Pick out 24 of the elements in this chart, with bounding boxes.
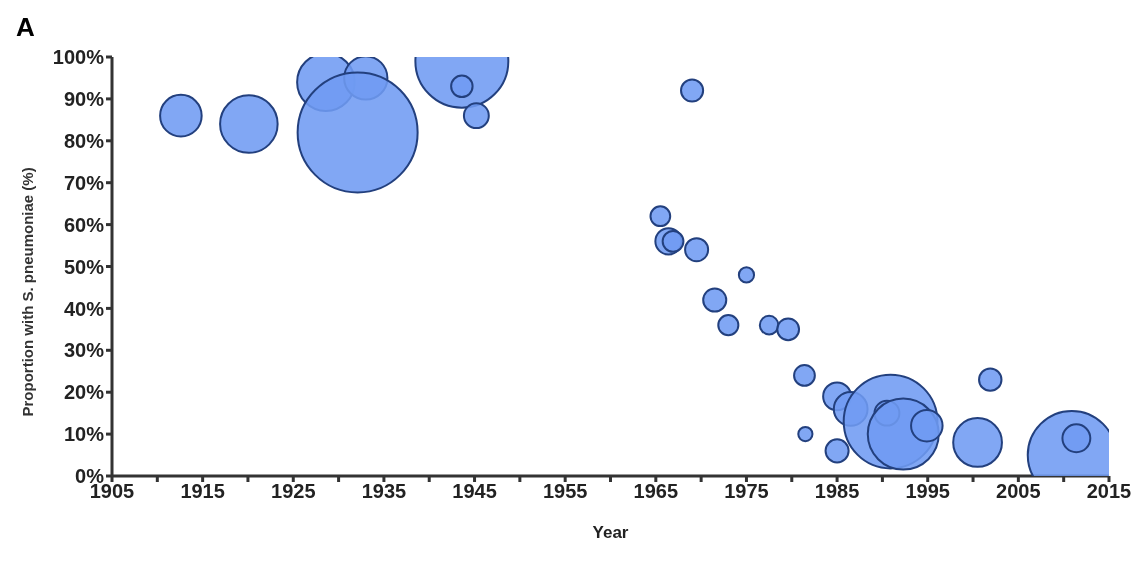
x-tick-label: 1935 (361, 480, 407, 503)
x-tick-label: 1995 (905, 480, 950, 503)
x-tick-label: 1955 (542, 480, 588, 503)
y-tick-label: 70% (63, 171, 105, 194)
x-tick-label: 2005 (996, 480, 1041, 503)
x-tick-label: 1975 (724, 480, 769, 503)
y-tick-label: 50% (63, 255, 105, 278)
y-tick-label: 100% (52, 46, 105, 69)
y-tick-label: 30% (63, 339, 105, 362)
y-tick-label: 20% (63, 381, 105, 404)
x-tick-label: 1925 (271, 480, 316, 503)
x-tick-label: 2015 (1086, 480, 1132, 503)
y-tick-label: 10% (63, 423, 105, 446)
x-tick-label: 1945 (452, 480, 497, 503)
x-tick-label: 1915 (180, 480, 225, 503)
x-axis-title: Year (592, 523, 629, 542)
y-tick-label: 90% (63, 88, 105, 110)
x-tick-label: 1965 (633, 480, 679, 503)
text: A (16, 12, 35, 43)
y-tick-label: 80% (63, 129, 105, 152)
x-tick-label: 1985 (814, 480, 860, 503)
y-tick-label: 60% (63, 213, 105, 236)
y-axis-title: Proportion with S. pneumoniae (%) (19, 167, 37, 417)
y-tick-label: 40% (63, 297, 105, 320)
